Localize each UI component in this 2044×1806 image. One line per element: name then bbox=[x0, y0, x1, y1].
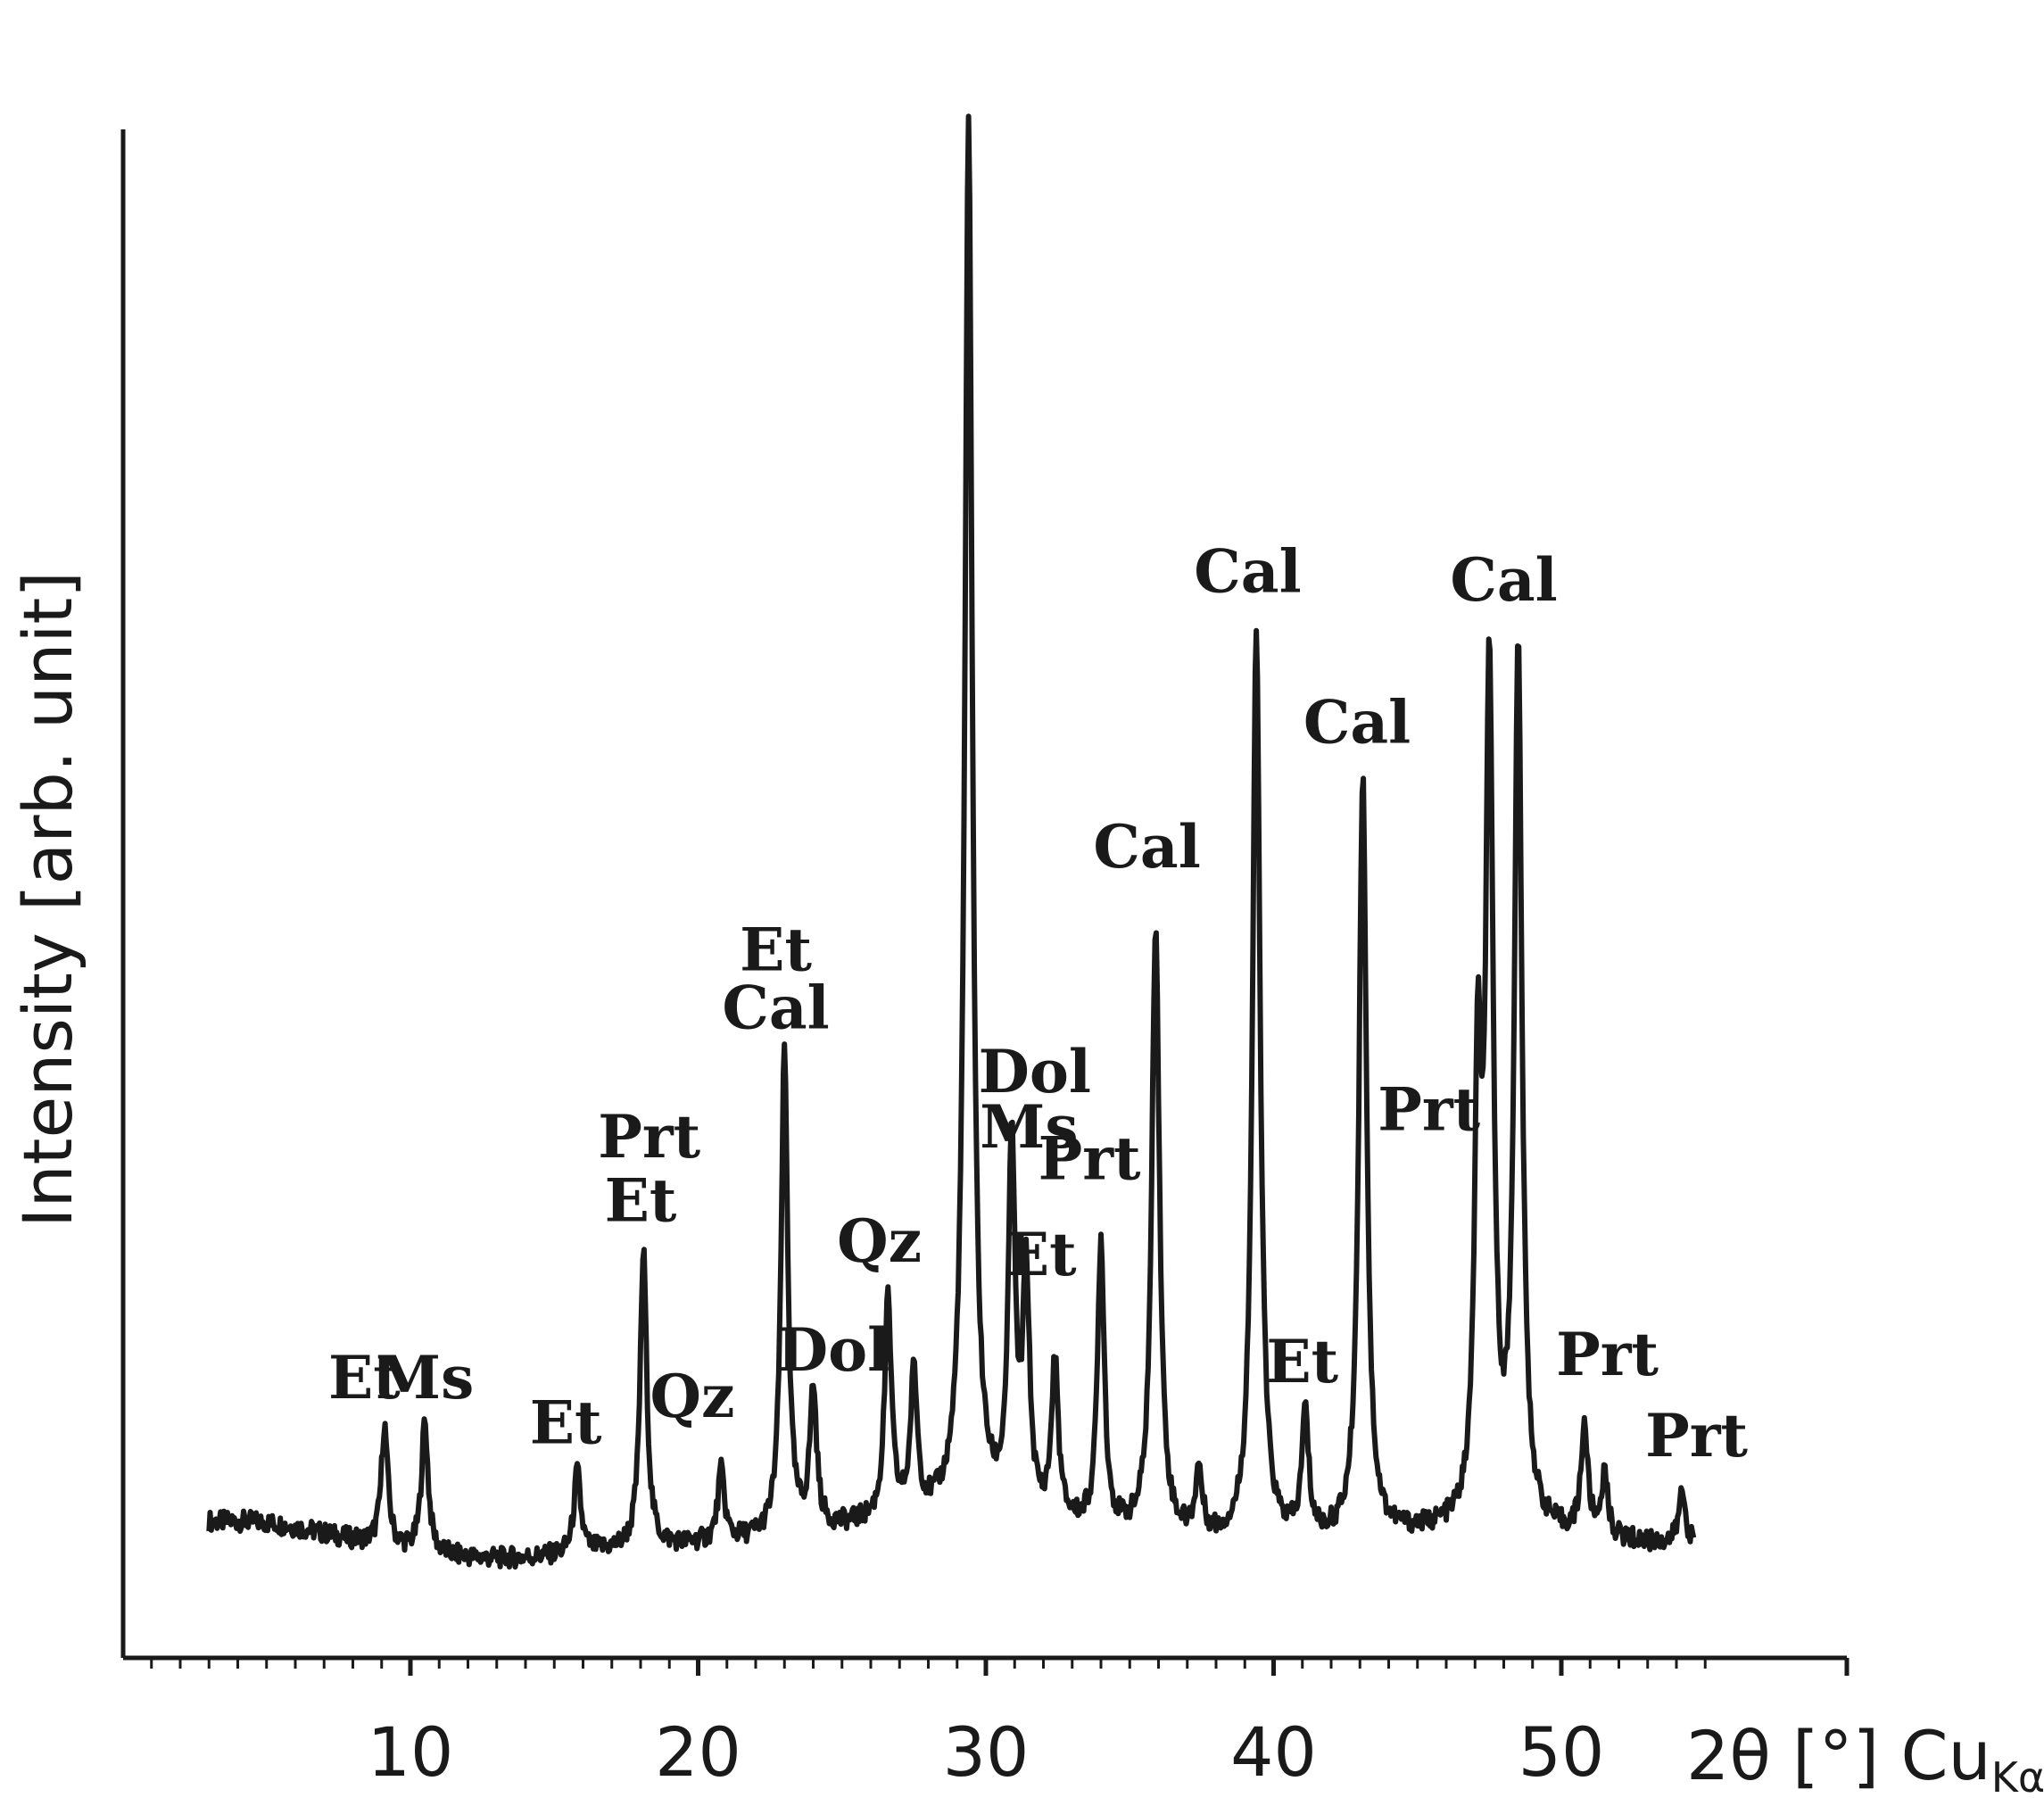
peak-label: Qz bbox=[837, 1206, 922, 1276]
peak-label: Prt bbox=[1039, 1124, 1141, 1194]
peak-label: Cal bbox=[909, 0, 1016, 13]
peak-label: Et bbox=[1266, 1327, 1338, 1396]
peak-label: Ms bbox=[376, 1343, 474, 1412]
peak-label: Dol bbox=[979, 1037, 1091, 1106]
diffraction-pattern-line bbox=[206, 113, 1697, 1570]
peak-label: Prt bbox=[1556, 1320, 1659, 1389]
y-axis-title: Intensity [arb. unit] bbox=[8, 571, 87, 1228]
peak-label: Cal bbox=[1303, 687, 1411, 757]
x-tick-label: 10 bbox=[368, 1712, 454, 1792]
x-axis-tick-labels: 10 20 30 40 50 bbox=[368, 1712, 1605, 1792]
x-axis-title-subscript: Kα bbox=[1991, 1753, 2044, 1802]
peak-label: Qz bbox=[650, 1362, 735, 1431]
peak-labels: EtMsEtPrtEtQzEtCalDolQzCalDolMsPrtEtCalC… bbox=[328, 0, 1749, 1470]
peak-label: Cal bbox=[1450, 545, 1557, 615]
x-tick-label: 40 bbox=[1230, 1712, 1317, 1792]
peak-label: Ms bbox=[980, 1092, 1078, 1162]
peak-label: Cal bbox=[1194, 536, 1301, 606]
x-tick-label: 30 bbox=[943, 1712, 1030, 1792]
peak-label: Et bbox=[740, 915, 812, 985]
peak-label: Cal bbox=[1093, 812, 1200, 882]
x-axis-ticks bbox=[150, 1658, 1850, 1676]
x-axis-title-main: 2θ [°] Cu bbox=[1686, 1716, 1991, 1795]
x-tick-label: 50 bbox=[1519, 1712, 1605, 1792]
x-axis-title: 2θ [°] CuKα bbox=[1686, 1716, 2044, 1802]
peak-label: Dol bbox=[777, 1315, 890, 1385]
peak-label: Prt bbox=[1645, 1401, 1748, 1470]
peak-label: Et bbox=[328, 1343, 401, 1412]
peak-label: Prt bbox=[1378, 1074, 1480, 1144]
peak-label: Prt bbox=[598, 1102, 700, 1172]
peak-label: Et bbox=[605, 1166, 677, 1236]
peak-label: Et bbox=[530, 1388, 602, 1457]
peak-label: Et bbox=[1005, 1220, 1077, 1289]
peak-label: Cal bbox=[722, 973, 829, 1043]
x-tick-label: 20 bbox=[655, 1712, 741, 1792]
